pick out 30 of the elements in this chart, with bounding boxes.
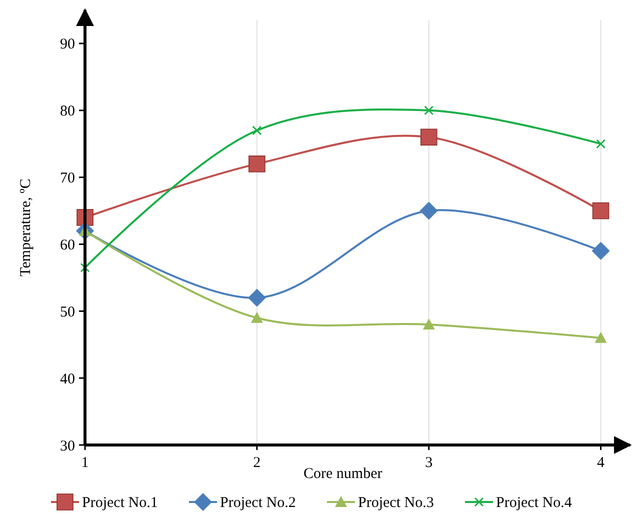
point [80,262,90,272]
point [592,242,610,260]
x-tick-label: 3 [425,455,433,471]
y-tick-label: 80 [60,104,75,120]
x-tick-label: 4 [597,455,606,471]
point [248,156,266,172]
point [592,202,610,220]
y-tick-label: 90 [60,36,75,53]
x-tick-label: 2 [253,455,261,471]
y-tick-label: 70 [60,170,75,187]
x-tick-label: 1 [81,455,89,471]
point [420,128,438,146]
legend-label: Project No.1 [82,495,158,511]
point [424,106,434,116]
y-axis-title: Temperature, ºC [18,178,34,276]
legend-label: Project No.4 [496,495,572,511]
y-tick-label: 60 [60,237,75,254]
x-axis-title: Core number [304,466,382,482]
legend-label: Project No.3 [358,495,434,511]
legend-label: Project No.2 [220,495,296,511]
point [596,139,606,149]
point [420,202,438,220]
point [250,312,263,323]
y-tick-label: 50 [60,304,75,320]
point [248,288,266,307]
point [252,126,262,136]
point [422,318,435,330]
y-tick-label: 40 [60,371,75,388]
point [594,332,607,343]
y-tick-label: 30 [60,438,75,454]
